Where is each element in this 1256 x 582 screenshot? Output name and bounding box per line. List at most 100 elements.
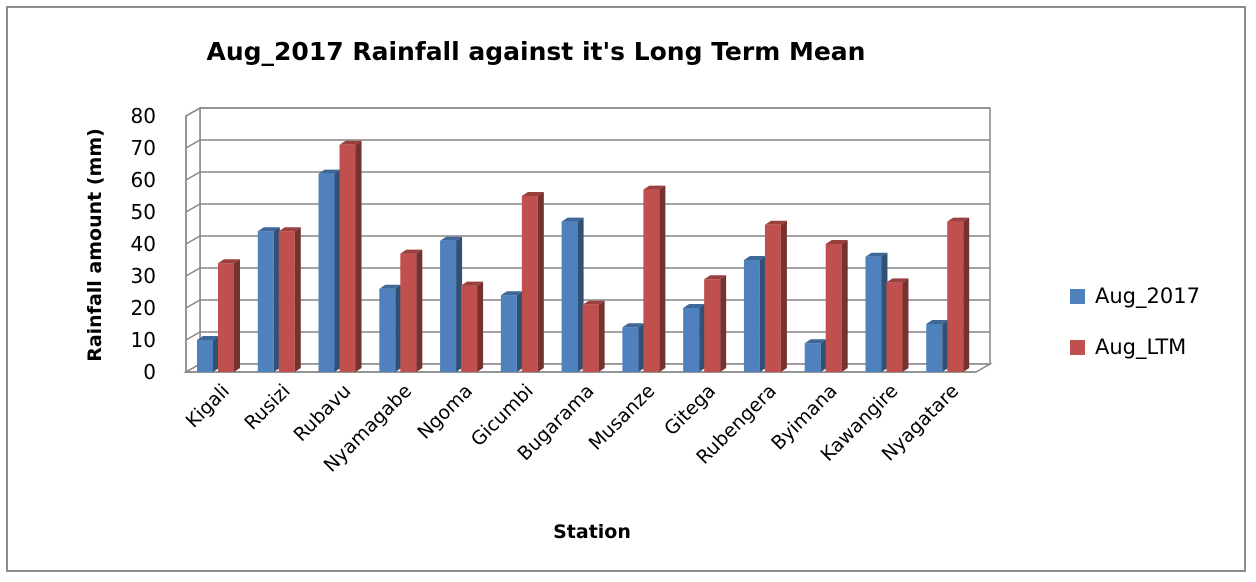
bar-front	[683, 308, 700, 372]
bar-top	[804, 339, 827, 344]
x-tick-label: Kigali	[182, 380, 234, 432]
legend-swatch	[1070, 340, 1085, 355]
legend: Aug_2017 Aug_LTM	[1070, 284, 1200, 360]
bar-side	[942, 320, 949, 372]
bar-front	[500, 295, 517, 372]
gridline	[185, 331, 990, 341]
legend-swatch	[1070, 289, 1085, 304]
bar-side	[759, 256, 766, 372]
gridline	[185, 299, 990, 309]
bar-top	[521, 192, 544, 196]
bar-front	[561, 221, 578, 372]
bar-top	[947, 217, 970, 222]
y-tick-label: 40	[131, 232, 156, 256]
bar-side	[213, 336, 219, 372]
bar-front	[804, 343, 821, 372]
bar	[825, 240, 848, 372]
bar-front	[764, 224, 781, 372]
bar	[521, 192, 544, 372]
bar-top	[582, 300, 605, 305]
bar-top	[500, 291, 523, 296]
bar-side	[598, 300, 605, 372]
bar-top	[622, 323, 645, 328]
bar-side	[334, 169, 341, 372]
bar	[278, 227, 301, 372]
y-axis-title: Rainfall amount (mm)	[84, 128, 106, 362]
bar-front	[704, 279, 721, 372]
bar-front	[643, 189, 660, 372]
bar-top	[461, 281, 484, 286]
bar	[339, 140, 362, 372]
legend-label: Aug_LTM	[1095, 335, 1186, 360]
bar-top	[743, 256, 766, 260]
bar-front	[197, 340, 213, 372]
legend-item: Aug_2017	[1070, 284, 1200, 309]
bar	[643, 185, 666, 372]
bar-front	[886, 282, 903, 372]
bar-side	[477, 281, 484, 372]
y-tick-label: 70	[131, 136, 156, 160]
y-tick-label: 20	[131, 296, 156, 320]
bar-side	[881, 252, 888, 372]
bar-front	[622, 327, 639, 372]
gridline	[185, 139, 990, 149]
bar-front	[400, 253, 417, 372]
bar	[461, 281, 484, 372]
bar-side	[963, 217, 970, 372]
bar	[582, 300, 605, 372]
bar-side	[659, 185, 666, 372]
bar-side	[638, 323, 645, 372]
bar-top	[683, 304, 706, 308]
gridline	[185, 171, 990, 181]
bar-side	[234, 259, 240, 372]
bar-front	[257, 231, 274, 372]
bar-front	[218, 263, 234, 372]
bar-top	[318, 169, 341, 174]
bar-top	[561, 217, 584, 222]
bar-side	[820, 339, 827, 372]
bar-side	[537, 192, 544, 372]
bar-front	[582, 304, 599, 372]
bar-side	[577, 217, 584, 372]
bar-side	[720, 275, 727, 372]
bar	[865, 252, 888, 372]
y-tick-label: 80	[131, 104, 156, 128]
y-tick-label: 10	[131, 328, 156, 352]
bar	[379, 284, 402, 372]
bar	[743, 256, 766, 372]
bar	[400, 249, 423, 372]
bar-top	[257, 227, 280, 232]
bar-front	[521, 196, 538, 372]
bar-front	[743, 260, 760, 372]
bar-top	[400, 249, 423, 254]
bar-front	[440, 240, 457, 372]
bar	[804, 339, 827, 372]
bar-top	[886, 278, 909, 283]
bar	[683, 304, 706, 372]
gridline	[185, 107, 990, 117]
gridline	[185, 235, 990, 245]
x-axis-title: Station	[553, 521, 631, 543]
bar-top	[825, 240, 848, 244]
bar-front	[278, 231, 295, 372]
bar-side	[699, 304, 706, 372]
bar	[622, 323, 645, 372]
bar-side	[841, 240, 848, 372]
bar-top	[865, 252, 888, 257]
y-tick-label: 60	[131, 168, 156, 192]
bar	[886, 278, 909, 372]
x-tick-label: Rusizi	[240, 380, 294, 434]
gridline	[185, 267, 990, 277]
bar	[947, 217, 970, 372]
x-tick-label: Gitega	[660, 380, 720, 440]
bar	[440, 236, 463, 372]
bar	[500, 291, 523, 372]
bar-top	[278, 227, 301, 232]
bar-top	[197, 336, 219, 340]
bar-top	[379, 284, 402, 289]
y-tick-label: 0	[143, 360, 156, 384]
bar-side	[273, 227, 280, 372]
y-tick-label: 30	[131, 264, 156, 288]
